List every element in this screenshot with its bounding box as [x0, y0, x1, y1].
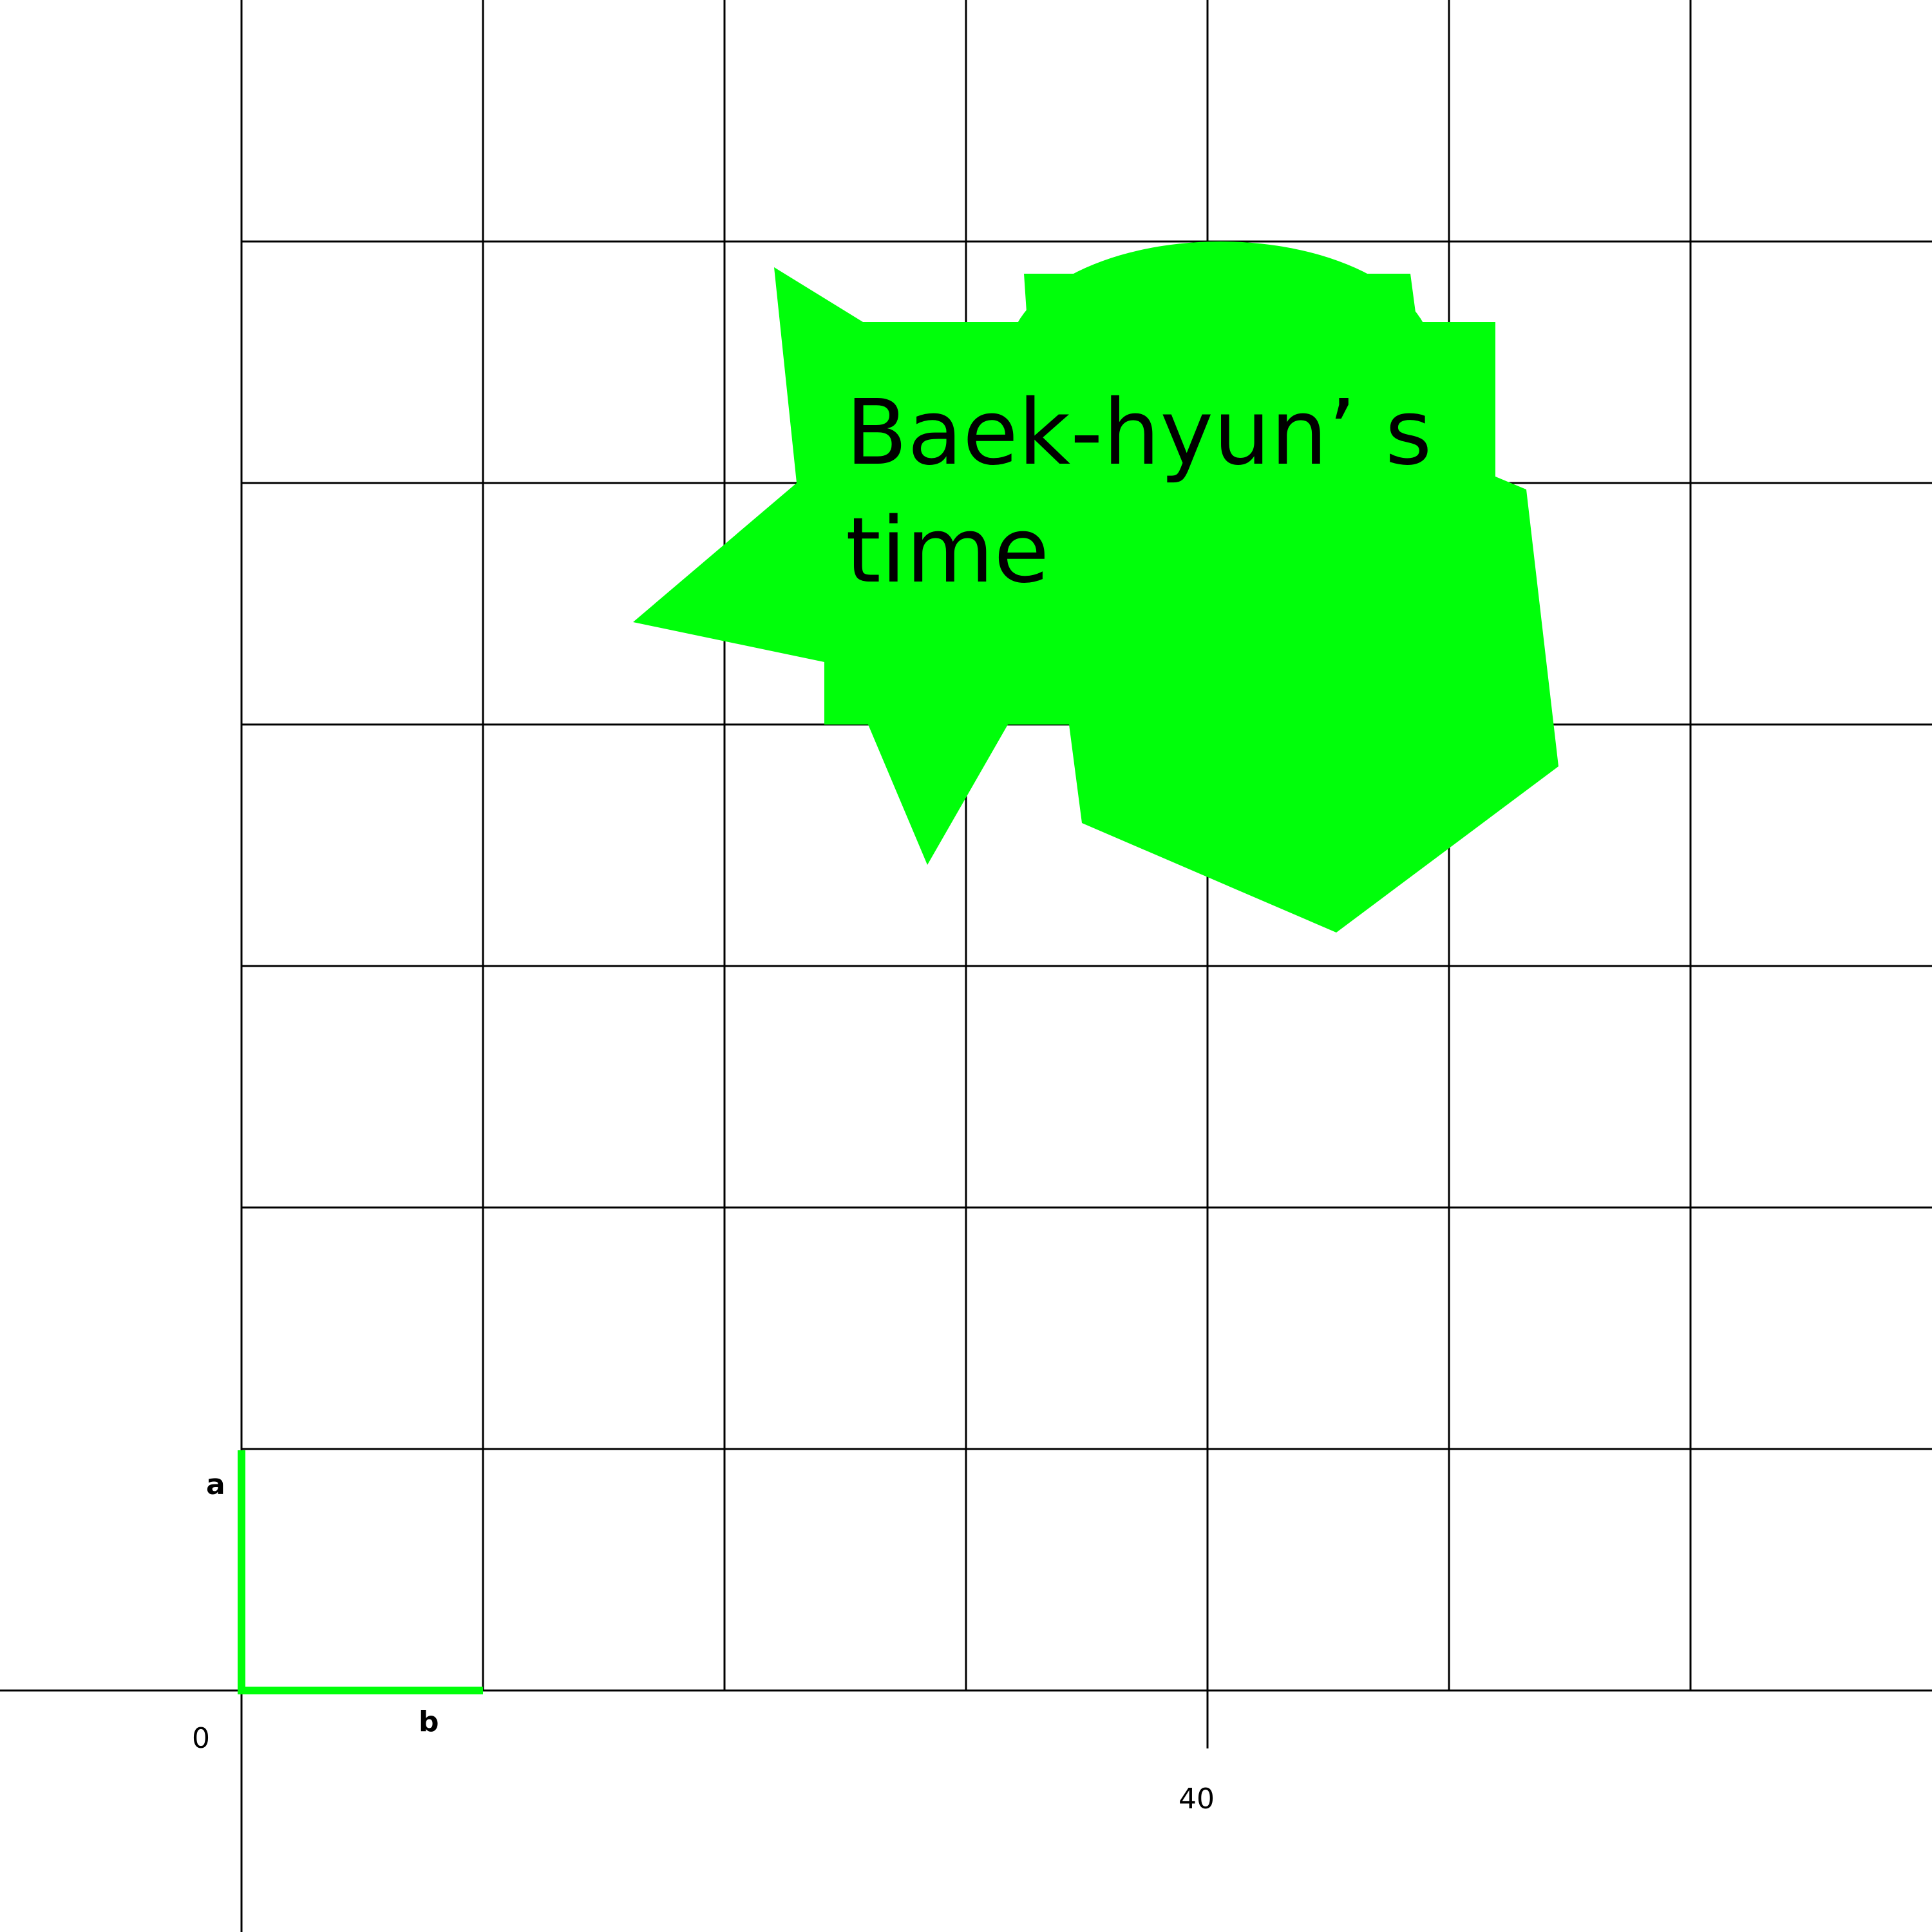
x-tick-label-0: 0: [192, 1722, 210, 1755]
shape-text-line2: time: [846, 498, 1049, 603]
green-shape: Baek-hyun’ s time: [633, 242, 1558, 933]
segment-b-label: b: [419, 1705, 439, 1738]
segments: a b: [206, 1450, 483, 1738]
shape-dome: [1008, 242, 1433, 473]
shape-text-line1: Baek-hyun’ s: [846, 381, 1432, 486]
segment-a-label: a: [206, 1468, 225, 1501]
x-tick-label-40: 40: [1179, 1783, 1215, 1815]
tick-labels: 0 40: [192, 1722, 1215, 1815]
